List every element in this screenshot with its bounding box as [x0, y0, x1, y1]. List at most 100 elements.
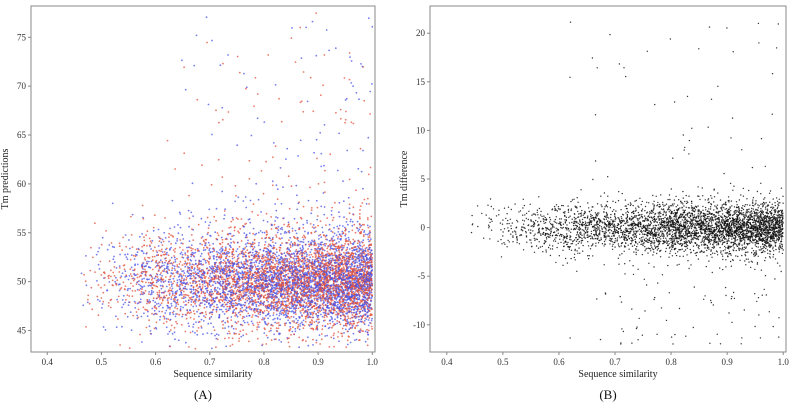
data-point: [172, 277, 175, 280]
data-point: [162, 281, 165, 283]
data-point: [110, 298, 113, 301]
data-point: [302, 238, 305, 241]
data-point: [156, 276, 159, 278]
data-point: [261, 237, 263, 240]
data-point: [199, 288, 202, 290]
data-point: [216, 303, 218, 306]
data-point: [295, 184, 298, 187]
data-point: [181, 253, 184, 256]
data-point: [178, 211, 181, 214]
data-point: [227, 252, 230, 255]
data-point: [366, 233, 369, 236]
data-point: [329, 254, 331, 257]
data-point: [368, 203, 370, 205]
data-point: [172, 313, 175, 316]
data-point: [230, 316, 233, 318]
data-point: [180, 268, 182, 270]
data-point: [254, 233, 256, 236]
data-point: [195, 34, 198, 37]
data-point: [148, 274, 151, 277]
data-point: [223, 214, 226, 217]
data-point: [141, 233, 144, 235]
data-point: [293, 260, 296, 262]
data-point: [152, 299, 155, 302]
data-point: [123, 264, 126, 266]
data-point: [368, 261, 371, 264]
data-point: [352, 85, 354, 87]
data-point: [366, 224, 369, 227]
data-point: [166, 251, 168, 254]
data-point: [198, 295, 201, 298]
data-point: [130, 234, 133, 236]
data-point: [144, 290, 147, 292]
data-point: [288, 231, 291, 234]
data-point: [317, 290, 320, 293]
data-point: [347, 243, 350, 245]
data-point: [246, 321, 249, 324]
data-point: [350, 218, 352, 221]
data-point: [201, 164, 203, 167]
data-point: [264, 328, 266, 331]
data-point: [192, 263, 195, 266]
data-point: [333, 226, 335, 229]
data-point: [320, 313, 322, 316]
data-point: [362, 239, 365, 242]
data-point: [359, 329, 361, 332]
data-point: [308, 268, 310, 271]
data-point: [291, 276, 293, 279]
data-point: [222, 281, 225, 284]
data-point: [266, 260, 268, 262]
data-point: [348, 203, 351, 206]
data-point: [337, 285, 339, 288]
data-point: [258, 242, 260, 244]
data-point: [128, 295, 131, 297]
data-point: [251, 322, 254, 325]
data-point: [307, 344, 310, 347]
data-point: [182, 306, 185, 309]
data-point: [363, 244, 365, 247]
data-point: [296, 250, 299, 253]
data-point: [90, 246, 92, 249]
data-point: [273, 317, 276, 320]
data-point: [239, 330, 242, 333]
data-point: [258, 278, 260, 281]
data-point: [289, 243, 291, 246]
data-point: [149, 240, 152, 243]
data-point: [190, 211, 193, 214]
data-point: [297, 319, 299, 322]
data-point: [369, 314, 371, 317]
data-point: [181, 59, 183, 62]
data-point: [160, 250, 162, 253]
data-point: [182, 301, 185, 303]
data-point: [151, 268, 154, 271]
data-point: [153, 284, 156, 287]
data-point: [165, 317, 168, 320]
data-point: [357, 230, 360, 232]
data-point: [342, 319, 345, 321]
data-point: [302, 71, 305, 73]
data-point: [371, 25, 374, 28]
data-point: [188, 325, 191, 328]
data-point: [285, 251, 288, 254]
data-point: [247, 242, 250, 245]
data-point: [342, 200, 345, 203]
panel-a-points: [80, 12, 374, 350]
data-point: [155, 321, 158, 324]
data-point: [111, 279, 114, 282]
data-point: [335, 234, 338, 237]
data-point: [302, 205, 305, 208]
data-point: [332, 282, 335, 285]
data-point: [316, 206, 319, 209]
data-point: [315, 339, 318, 342]
data-point: [258, 290, 261, 293]
data-point: [311, 255, 314, 258]
data-point: [358, 98, 360, 101]
data-point: [275, 227, 277, 230]
data-point: [138, 289, 141, 292]
data-point: [191, 263, 194, 266]
data-point: [370, 313, 372, 315]
data-point: [344, 99, 347, 101]
data-point: [299, 26, 302, 29]
data-point: [351, 220, 354, 223]
data-point: [172, 249, 175, 252]
